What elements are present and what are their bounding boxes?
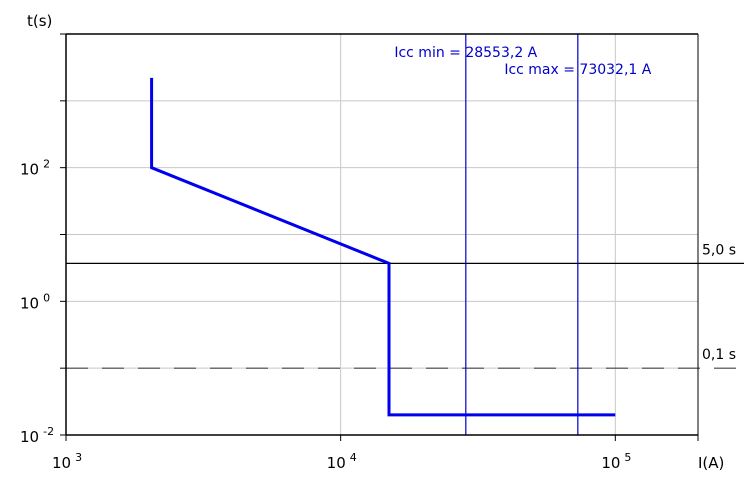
tcc-curve: [150, 77, 616, 417]
time-marker-label: 0,1 s: [702, 347, 736, 363]
current-marker-label: Icc max = 73032,1 A: [504, 62, 651, 78]
axes: [65, 33, 699, 441]
x-axis-label: I(A): [698, 454, 724, 472]
current-marker-label: Icc min = 28553,2 A: [394, 45, 537, 61]
series-layer: [150, 77, 616, 417]
y-axis-label: t(s): [27, 12, 52, 30]
horizontal-markers: 5,0 s 0,1 s: [66, 242, 744, 369]
minor-ticks: [60, 33, 66, 436]
time-marker-label: 5,0 s: [702, 242, 736, 258]
grid: [66, 34, 698, 435]
